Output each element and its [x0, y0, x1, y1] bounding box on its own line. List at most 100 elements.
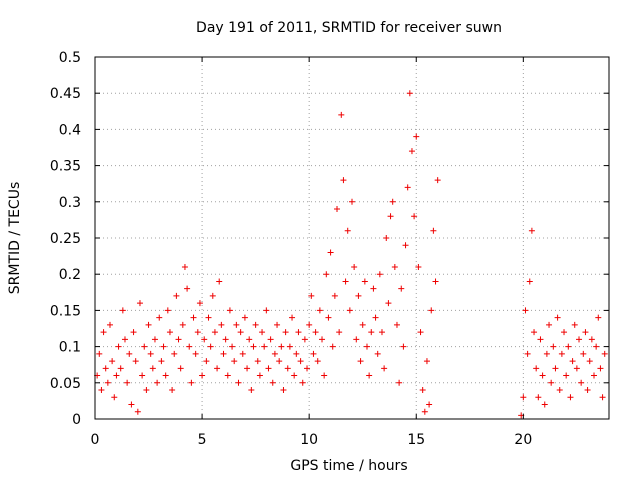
- data-point: [565, 343, 572, 350]
- data-point: [430, 227, 437, 234]
- data-point: [106, 321, 113, 328]
- data-point: [261, 343, 268, 350]
- data-point: [96, 350, 103, 357]
- data-point: [522, 307, 529, 314]
- data-point: [321, 372, 328, 379]
- data-point: [194, 329, 201, 336]
- data-point: [597, 365, 604, 372]
- data-point: [132, 358, 139, 365]
- data-point: [205, 314, 212, 321]
- data-point: [417, 329, 424, 336]
- data-point: [203, 358, 210, 365]
- data-point: [246, 336, 253, 343]
- data-point: [539, 372, 546, 379]
- data-point: [573, 365, 580, 372]
- data-point: [121, 336, 128, 343]
- y-tick-label: 0.05: [50, 376, 81, 392]
- y-tick-label: 0.3: [59, 195, 81, 211]
- data-point: [535, 394, 542, 401]
- data-point: [342, 278, 349, 285]
- data-point: [582, 329, 589, 336]
- data-point: [271, 350, 278, 357]
- data-point: [147, 350, 154, 357]
- data-point: [299, 379, 306, 386]
- grid: [95, 57, 609, 419]
- data-point: [284, 365, 291, 372]
- data-point: [366, 372, 373, 379]
- chart-title: Day 191 of 2011, SRMTID for receiver suw…: [196, 20, 502, 36]
- data-point: [274, 321, 281, 328]
- data-point: [400, 343, 407, 350]
- data-point: [289, 314, 296, 321]
- data-point: [209, 292, 216, 299]
- data-point: [526, 278, 533, 285]
- data-point: [169, 387, 176, 394]
- data-point: [336, 329, 343, 336]
- data-point: [164, 307, 171, 314]
- data-point: [591, 372, 598, 379]
- data-point: [389, 198, 396, 205]
- data-point: [276, 358, 283, 365]
- data-point: [162, 372, 169, 379]
- data-point: [175, 336, 182, 343]
- data-point: [117, 365, 124, 372]
- data-point: [184, 285, 191, 292]
- data-point: [578, 379, 585, 386]
- data-point: [588, 336, 595, 343]
- data-point: [359, 321, 366, 328]
- data-point: [104, 379, 111, 386]
- data-point: [421, 408, 428, 415]
- data-point: [109, 358, 116, 365]
- data-point: [263, 307, 270, 314]
- data-point: [130, 329, 137, 336]
- data-point: [98, 387, 105, 394]
- data-point: [338, 111, 345, 118]
- data-point: [340, 177, 347, 184]
- data-point: [357, 358, 364, 365]
- data-point: [331, 292, 338, 299]
- data-point: [124, 379, 131, 386]
- data-point: [428, 307, 435, 314]
- data-point: [136, 300, 143, 307]
- data-point: [295, 329, 302, 336]
- data-point: [179, 321, 186, 328]
- data-point: [576, 336, 583, 343]
- data-point: [119, 307, 126, 314]
- x-axis-label: GPS time / hours: [290, 458, 407, 474]
- data-point: [374, 350, 381, 357]
- y-tick-label: 0.4: [59, 122, 81, 138]
- data-point: [177, 365, 184, 372]
- axis-ticks: [94, 56, 609, 420]
- data-point: [558, 350, 565, 357]
- data-point: [237, 329, 244, 336]
- y-tick-label: 0.25: [50, 231, 81, 247]
- data-point: [224, 372, 231, 379]
- y-tick-label: 0.45: [50, 86, 81, 102]
- data-point: [100, 329, 107, 336]
- data-point: [254, 358, 261, 365]
- data-point: [265, 365, 272, 372]
- data-point: [250, 343, 257, 350]
- data-point: [181, 263, 188, 270]
- data-point: [259, 329, 266, 336]
- data-point: [154, 379, 161, 386]
- data-point: [102, 365, 109, 372]
- data-point: [601, 350, 608, 357]
- data-point: [323, 271, 330, 278]
- data-point: [316, 307, 323, 314]
- y-tick-label: 0.15: [50, 303, 81, 319]
- y-tick-label: 0.5: [59, 50, 81, 66]
- data-point: [220, 350, 227, 357]
- data-point: [548, 379, 555, 386]
- data-point: [314, 358, 321, 365]
- data-point: [269, 379, 276, 386]
- data-point: [524, 350, 531, 357]
- data-point: [115, 343, 122, 350]
- data-point: [355, 292, 362, 299]
- data-point: [599, 394, 606, 401]
- data-point: [381, 365, 388, 372]
- data-point: [297, 358, 304, 365]
- data-point: [528, 227, 535, 234]
- data-point: [353, 336, 360, 343]
- data-point: [143, 387, 150, 394]
